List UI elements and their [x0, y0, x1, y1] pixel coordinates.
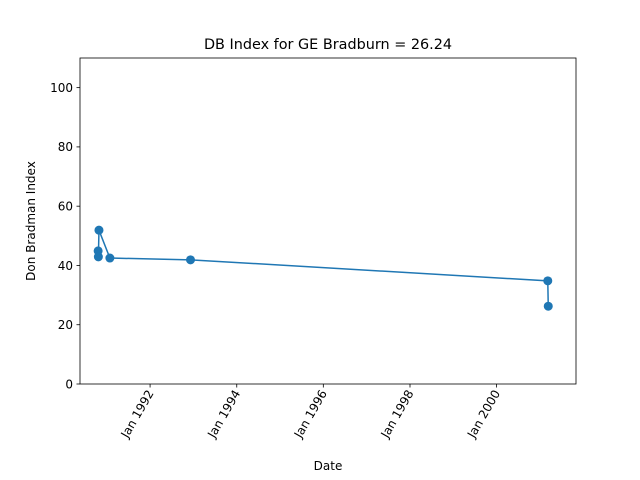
data-point	[543, 301, 553, 311]
data-point	[186, 255, 196, 265]
x-axis: Jan 1992 Jan 1994 Jan 1996 Jan 1998 Jan 2000	[118, 384, 503, 442]
y-tick-label: 60	[58, 199, 73, 213]
y-tick-label: 20	[58, 318, 73, 332]
y-axis: 0 20 40 60 80 100	[50, 81, 80, 391]
y-tick-label: 0	[65, 377, 73, 391]
axes-frame	[79, 57, 577, 385]
chart-title: DB Index for GE Bradburn = 26.24	[204, 37, 452, 53]
x-tick-label: Jan 1992	[118, 388, 157, 442]
plot-area	[79, 57, 577, 385]
data-point	[94, 225, 104, 235]
y-tick-label: 40	[58, 259, 73, 273]
x-tick-label: Jan 2000	[464, 388, 503, 442]
series-layer	[93, 225, 553, 311]
y-axis-label: Don Bradman Index	[24, 161, 38, 281]
x-tick-label: Jan 1994	[204, 388, 243, 442]
data-point	[105, 253, 115, 263]
x-tick-label: Jan 1996	[291, 388, 330, 442]
data-point	[93, 252, 103, 262]
x-tick-label: Jan 1998	[378, 388, 417, 442]
y-tick-label: 100	[50, 81, 73, 95]
series-line	[97, 229, 549, 307]
data-point	[543, 276, 553, 286]
y-tick-label: 80	[58, 140, 73, 154]
x-axis-label: Date	[314, 459, 343, 473]
